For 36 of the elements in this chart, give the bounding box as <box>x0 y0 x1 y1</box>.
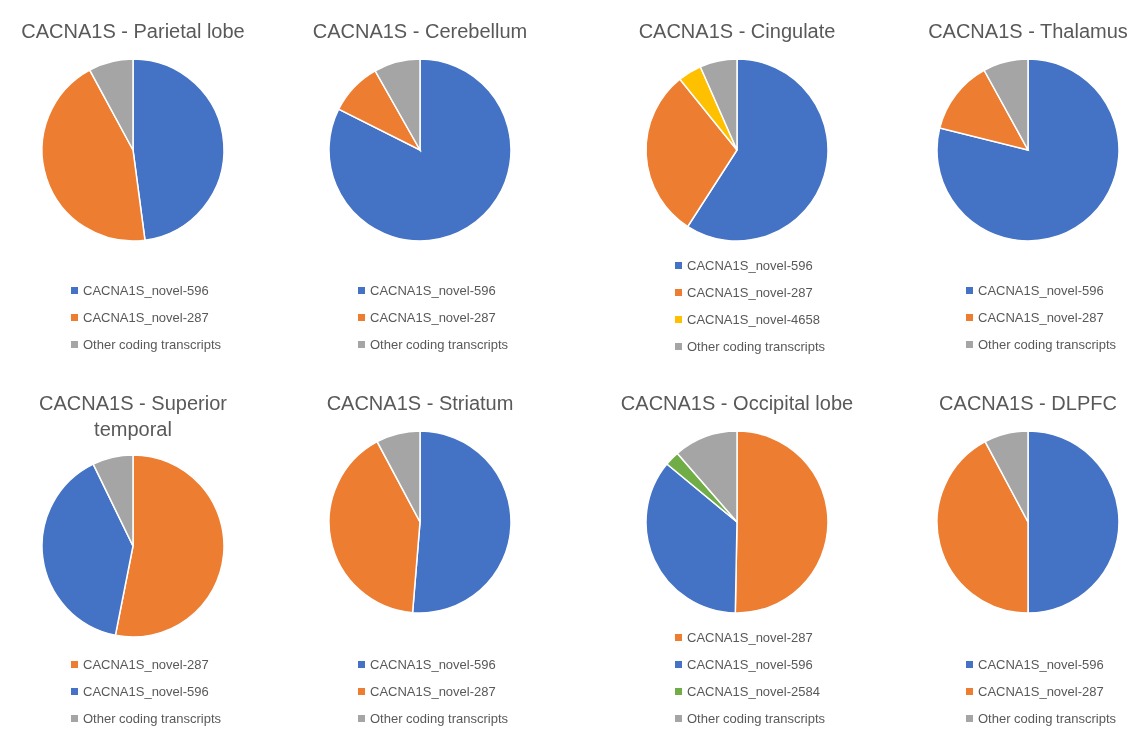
legend-label: Other coding transcripts <box>687 339 826 354</box>
chart-title: CACNA1S - DLPFC <box>939 392 1117 414</box>
legend-label: CACNA1S_novel-287 <box>83 657 209 672</box>
legend-label: CACNA1S_novel-287 <box>83 310 209 325</box>
pie-slice <box>328 58 512 242</box>
pie-slice <box>936 58 1120 242</box>
legend-label: Other coding transcripts <box>978 711 1117 726</box>
legend-label: Other coding transcripts <box>687 711 826 726</box>
legend-label: CACNA1S_novel-596 <box>370 283 496 298</box>
chart-title: CACNA1S - Parietal lobe <box>21 20 245 42</box>
legend-label: Other coding transcripts <box>370 337 509 352</box>
legend-label: Other coding transcripts <box>83 337 222 352</box>
chart-title: CACNA1S - Thalamus <box>928 20 1128 42</box>
legend-label: CACNA1S_novel-596 <box>370 657 496 672</box>
legend-label: CACNA1S_novel-287 <box>978 684 1104 699</box>
legend-label: CACNA1S_novel-287 <box>687 285 813 300</box>
legend-label: Other coding transcripts <box>83 711 222 726</box>
legend-label: CACNA1S_novel-596 <box>83 684 209 699</box>
legend-label: CACNA1S_novel-287 <box>687 630 813 645</box>
legend-label: CACNA1S_novel-596 <box>978 657 1104 672</box>
legend-label: CACNA1S_novel-287 <box>370 684 496 699</box>
chart-title: CACNA1S - Cingulate <box>638 20 836 42</box>
legend-label: CACNA1S_novel-4658 <box>687 312 820 327</box>
legend-label: CACNA1S_novel-287 <box>978 310 1104 325</box>
legend-label: CACNA1S_novel-287 <box>370 310 496 325</box>
legend-label: CACNA1S_novel-596 <box>687 258 813 273</box>
legend-label: CACNA1S_novel-2584 <box>687 684 820 699</box>
chart-title: CACNA1S - Cerebellum <box>312 20 528 42</box>
legend-label: CACNA1S_novel-596 <box>978 283 1104 298</box>
legend-label: CACNA1S_novel-596 <box>83 283 209 298</box>
chart-title: CACNA1S - Superior temporal <box>39 392 228 440</box>
legend-label: CACNA1S_novel-596 <box>687 657 813 672</box>
chart-title: CACNA1S - Occipital lobe <box>620 392 854 414</box>
legend-label: Other coding transcripts <box>370 711 509 726</box>
legend-label: Other coding transcripts <box>978 337 1117 352</box>
chart-title: CACNA1S - Striatum <box>326 392 514 414</box>
